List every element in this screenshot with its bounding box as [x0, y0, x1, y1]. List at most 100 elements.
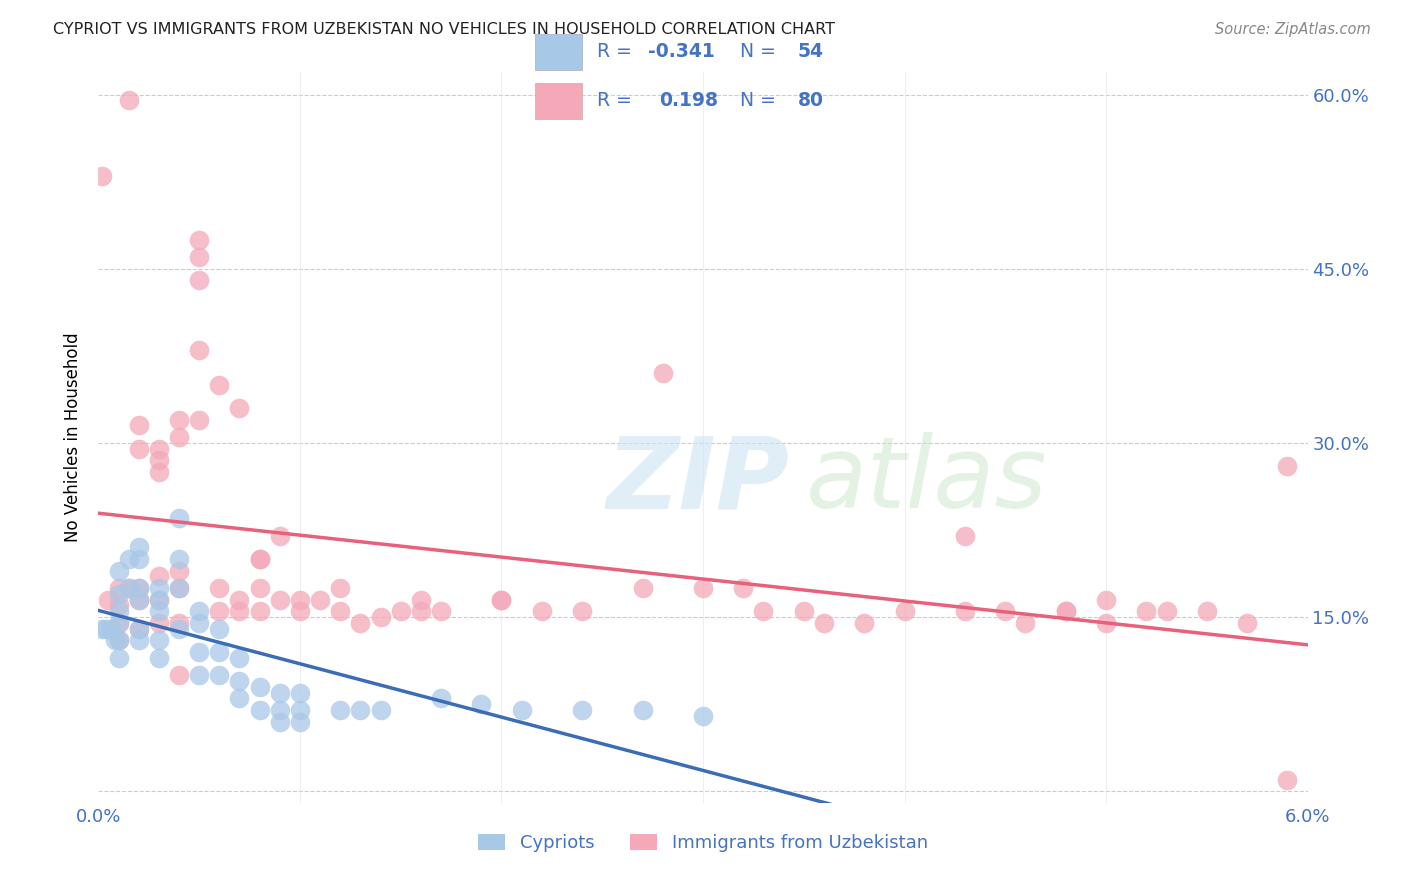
Point	[953, 604, 976, 618]
Point	[1277, 459, 1299, 474]
Point	[148, 569, 170, 583]
Point	[249, 604, 271, 618]
Point	[208, 645, 231, 659]
Point	[97, 592, 120, 607]
Point	[752, 604, 775, 618]
Point	[188, 668, 211, 682]
Point	[118, 581, 141, 595]
Point	[288, 714, 311, 729]
Point	[148, 650, 170, 665]
Point	[128, 541, 150, 555]
Point	[188, 343, 211, 357]
Point	[631, 703, 654, 717]
Text: N =: N =	[740, 42, 782, 61]
Point	[813, 615, 835, 630]
Point	[128, 622, 150, 636]
Point	[107, 615, 129, 630]
Point	[148, 604, 170, 618]
Point	[1095, 592, 1118, 607]
Point	[249, 581, 271, 595]
Point	[188, 412, 211, 426]
Point	[430, 604, 453, 618]
Point	[128, 581, 150, 595]
Point	[148, 442, 170, 456]
Point	[530, 604, 553, 618]
Point	[409, 604, 432, 618]
Point	[571, 703, 593, 717]
Point	[148, 633, 170, 648]
Point	[208, 377, 231, 392]
Point	[1014, 615, 1036, 630]
Point	[1054, 604, 1077, 618]
Point	[167, 564, 190, 578]
Text: 80: 80	[799, 91, 824, 110]
Text: CYPRIOT VS IMMIGRANTS FROM UZBEKISTAN NO VEHICLES IN HOUSEHOLD CORRELATION CHART: CYPRIOT VS IMMIGRANTS FROM UZBEKISTAN NO…	[53, 22, 835, 37]
Point	[349, 703, 371, 717]
Point	[228, 691, 250, 706]
Point	[118, 581, 141, 595]
Text: R =: R =	[598, 42, 638, 61]
Point	[994, 604, 1017, 618]
Bar	[534, 83, 582, 119]
Point	[249, 552, 271, 566]
Point	[128, 418, 150, 433]
Point	[329, 581, 352, 595]
Point	[148, 615, 170, 630]
Point	[188, 645, 211, 659]
Point	[1236, 615, 1258, 630]
Point	[269, 685, 291, 699]
Point	[91, 622, 114, 636]
Point	[510, 703, 533, 717]
Legend: Cypriots, Immigrants from Uzbekistan: Cypriots, Immigrants from Uzbekistan	[471, 827, 935, 860]
Point	[249, 703, 271, 717]
Point	[1135, 604, 1157, 618]
Point	[269, 592, 291, 607]
Point	[107, 581, 129, 595]
Point	[103, 633, 125, 648]
Point	[228, 673, 250, 688]
Point	[167, 430, 190, 444]
Point	[148, 453, 170, 467]
Point	[96, 622, 118, 636]
Text: -0.341: -0.341	[648, 42, 714, 61]
Point	[128, 581, 150, 595]
Point	[1156, 604, 1178, 618]
Point	[167, 668, 190, 682]
Point	[470, 697, 492, 711]
Point	[651, 366, 673, 380]
Point	[167, 581, 190, 595]
Point	[288, 685, 311, 699]
Point	[128, 622, 150, 636]
Point	[288, 703, 311, 717]
Point	[349, 615, 371, 630]
Point	[148, 465, 170, 479]
Point	[1095, 615, 1118, 630]
Point	[128, 592, 150, 607]
Point	[148, 592, 170, 607]
Point	[167, 511, 190, 525]
Point	[118, 552, 141, 566]
Point	[389, 604, 412, 618]
Point	[118, 94, 141, 108]
Point	[1054, 604, 1077, 618]
Point	[107, 604, 129, 618]
Point	[1195, 604, 1218, 618]
Point	[793, 604, 815, 618]
Bar	[534, 34, 582, 70]
Point	[288, 604, 311, 618]
Point	[893, 604, 915, 618]
Text: Source: ZipAtlas.com: Source: ZipAtlas.com	[1215, 22, 1371, 37]
Point	[107, 587, 129, 601]
Point	[107, 599, 129, 613]
Text: R =: R =	[598, 91, 644, 110]
Point	[1277, 772, 1299, 787]
Point	[107, 633, 129, 648]
Point	[853, 615, 876, 630]
Point	[167, 581, 190, 595]
Point	[107, 633, 129, 648]
Point	[430, 691, 453, 706]
Point	[309, 592, 332, 607]
Point	[167, 412, 190, 426]
Y-axis label: No Vehicles in Household: No Vehicles in Household	[65, 332, 83, 542]
Point	[128, 442, 150, 456]
